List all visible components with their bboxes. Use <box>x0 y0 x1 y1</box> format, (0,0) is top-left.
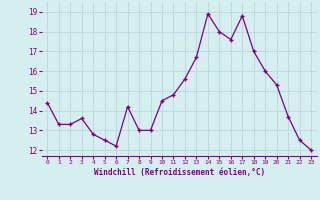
X-axis label: Windchill (Refroidissement éolien,°C): Windchill (Refroidissement éolien,°C) <box>94 168 265 177</box>
